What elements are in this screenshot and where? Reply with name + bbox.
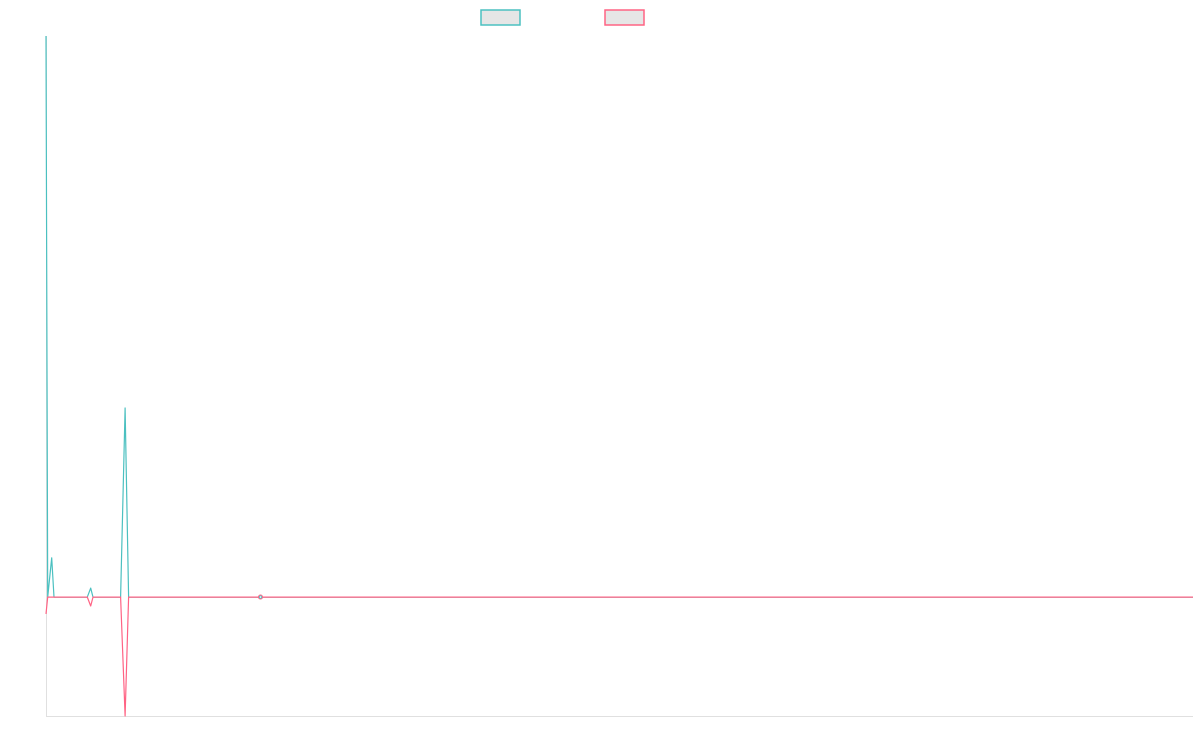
legend bbox=[480, 9, 645, 26]
legend-swatch-2 bbox=[604, 9, 645, 26]
series-line-2 bbox=[45, 596, 1193, 717]
series-group bbox=[45, 35, 1193, 717]
legend-swatch-1 bbox=[480, 9, 521, 26]
highlighted-point-teal bbox=[258, 595, 263, 599]
axes bbox=[46, 36, 1193, 717]
series-line-1 bbox=[45, 35, 1193, 598]
